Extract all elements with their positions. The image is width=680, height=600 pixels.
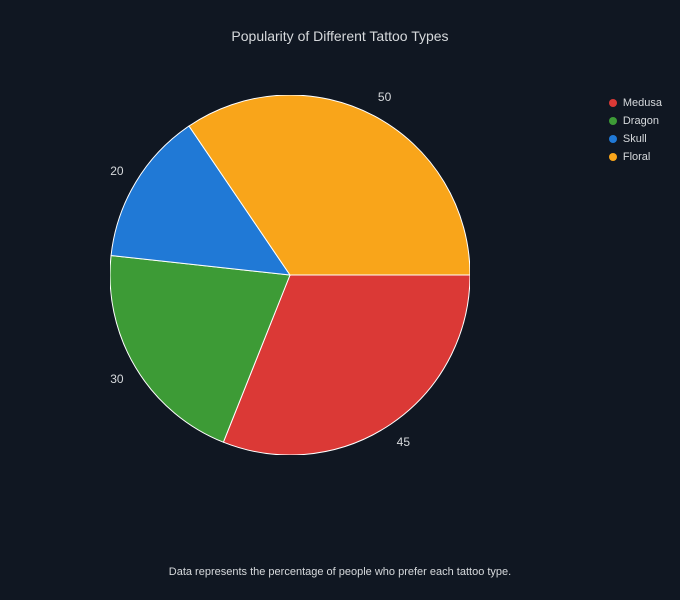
legend-label: Floral <box>623 150 651 164</box>
legend-item-dragon[interactable]: Dragon <box>609 114 662 128</box>
legend: Medusa Dragon Skull Floral <box>609 96 662 168</box>
legend-label: Medusa <box>623 96 662 110</box>
chart-title: Popularity of Different Tattoo Types <box>0 28 680 44</box>
legend-item-skull[interactable]: Skull <box>609 132 662 146</box>
slice-label-skull: 20 <box>110 164 123 178</box>
legend-swatch-icon <box>609 153 617 161</box>
chart-caption: Data represents the percentage of people… <box>0 566 680 578</box>
legend-label: Dragon <box>623 114 659 128</box>
slice-label-floral: 50 <box>378 90 391 104</box>
legend-item-floral[interactable]: Floral <box>609 150 662 164</box>
legend-swatch-icon <box>609 99 617 107</box>
pie-chart-container: Popularity of Different Tattoo Types 45 3… <box>0 0 680 600</box>
legend-swatch-icon <box>609 117 617 125</box>
slice-label-dragon: 30 <box>110 372 123 386</box>
legend-item-medusa[interactable]: Medusa <box>609 96 662 110</box>
legend-swatch-icon <box>609 135 617 143</box>
pie-chart <box>110 95 470 455</box>
slice-label-medusa: 45 <box>397 435 410 449</box>
legend-label: Skull <box>623 132 647 146</box>
